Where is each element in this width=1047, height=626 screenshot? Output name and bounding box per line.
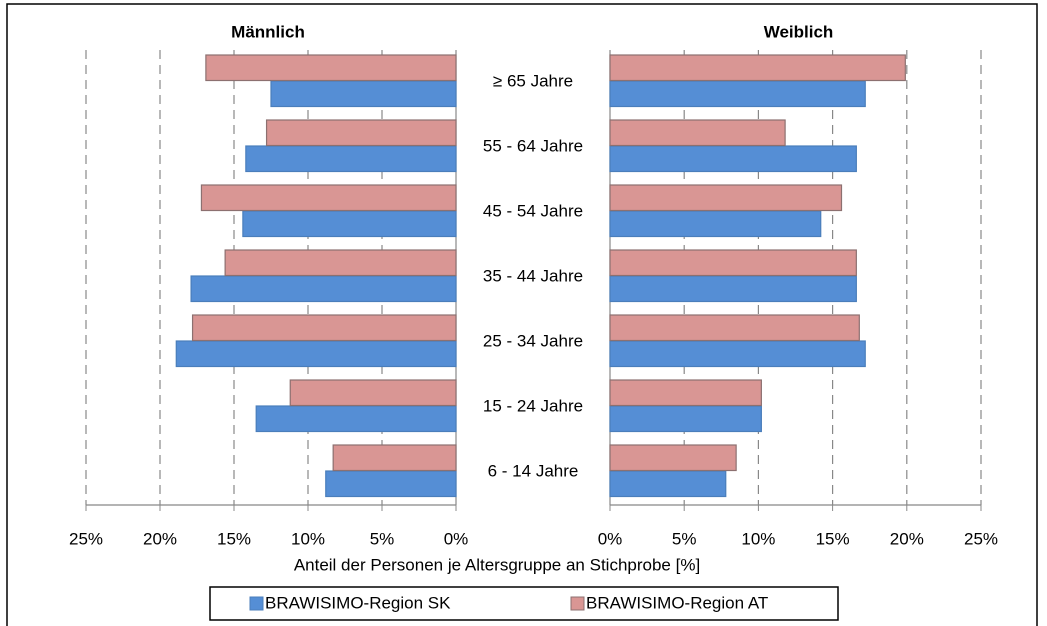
bar xyxy=(609,314,860,342)
bar xyxy=(200,184,457,212)
category-label: 35 - 44 Jahre xyxy=(483,266,583,285)
category-label: 6 - 14 Jahre xyxy=(488,461,579,480)
x-tick-label: 15% xyxy=(217,529,251,548)
category-label: 55 - 64 Jahre xyxy=(483,136,583,155)
x-tick-label: 15% xyxy=(816,529,850,548)
category-label: 25 - 34 Jahre xyxy=(483,331,583,350)
legend-swatch xyxy=(570,596,585,611)
legend-swatch xyxy=(249,596,264,611)
category-label: 15 - 24 Jahre xyxy=(483,396,583,415)
x-tick-label: 0% xyxy=(444,529,469,548)
bar xyxy=(224,249,457,277)
legend xyxy=(209,586,839,621)
x-axis-label: Anteil der Personen je Altersgruppe an S… xyxy=(294,555,700,574)
bar xyxy=(325,470,457,498)
bar xyxy=(265,119,457,147)
category-label: ≥ 65 Jahre xyxy=(493,71,573,90)
x-tick-label: 25% xyxy=(69,529,103,548)
panel-title: Männlich xyxy=(231,22,305,41)
x-tick-label: 10% xyxy=(741,529,775,548)
bar xyxy=(245,145,457,173)
bar xyxy=(332,444,457,472)
bar xyxy=(609,54,906,82)
legend-label: BRAWISIMO-Region SK xyxy=(265,593,451,612)
bar xyxy=(190,275,457,303)
bar xyxy=(609,340,866,368)
bar xyxy=(191,314,457,342)
x-tick-label: 20% xyxy=(890,529,924,548)
bar xyxy=(609,470,727,498)
bar xyxy=(609,275,857,303)
bar xyxy=(242,210,457,238)
bar xyxy=(609,80,866,108)
x-tick-label: 0% xyxy=(598,529,623,548)
x-tick-label: 10% xyxy=(291,529,325,548)
bar xyxy=(609,379,762,407)
bar xyxy=(255,405,457,433)
bar xyxy=(175,340,457,368)
frame xyxy=(6,3,1038,626)
bar xyxy=(205,54,457,82)
x-tick-label: 20% xyxy=(143,529,177,548)
bar xyxy=(609,444,737,472)
x-tick-label: 25% xyxy=(964,529,998,548)
bar xyxy=(609,249,857,277)
bar xyxy=(609,184,843,212)
bar xyxy=(609,210,822,238)
bar xyxy=(270,80,457,108)
category-label: 45 - 54 Jahre xyxy=(483,201,583,220)
bar xyxy=(289,379,457,407)
x-tick-label: 5% xyxy=(370,529,395,548)
x-tick-label: 5% xyxy=(672,529,697,548)
bar xyxy=(609,119,786,147)
bar xyxy=(609,405,762,433)
bar xyxy=(609,145,857,173)
legend-label: BRAWISIMO-Region AT xyxy=(586,593,768,612)
panel-title: Weiblich xyxy=(764,22,834,41)
